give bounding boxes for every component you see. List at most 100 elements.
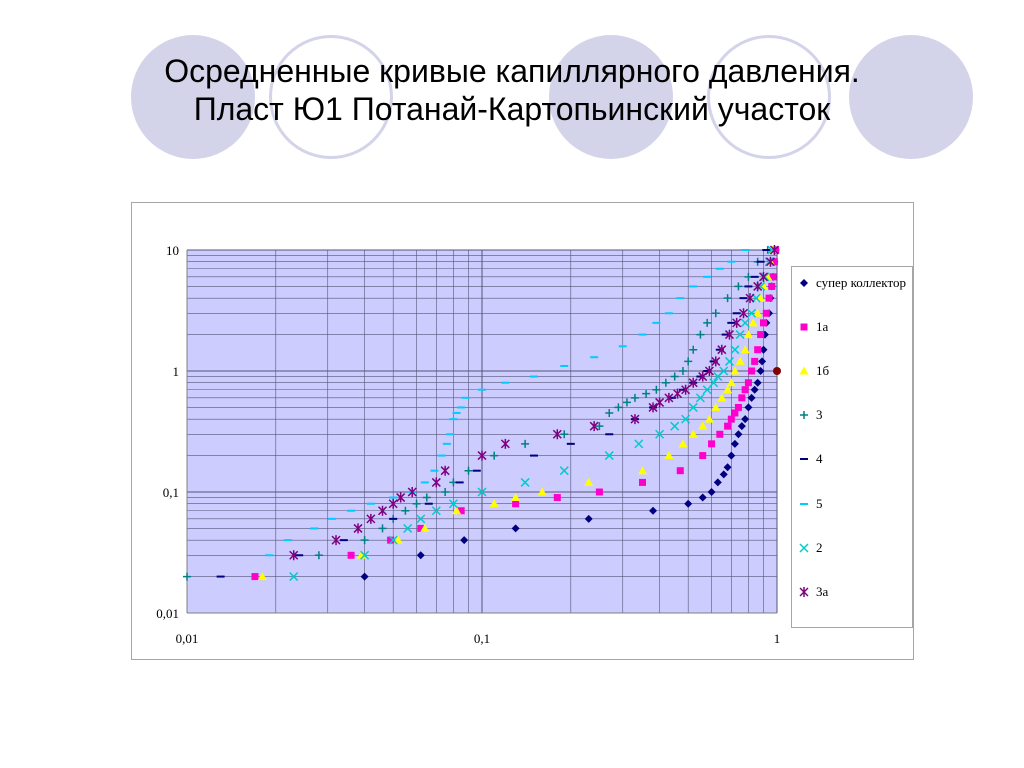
data-point (698, 421, 708, 430)
data-point (719, 470, 728, 479)
data-point (734, 403, 742, 411)
data-point (750, 385, 759, 394)
data-point (387, 536, 395, 544)
data-point (684, 357, 693, 366)
data-point (740, 345, 750, 354)
series-7 (289, 245, 777, 582)
data-point (753, 378, 762, 387)
data-point (751, 357, 759, 365)
data-point (772, 246, 780, 254)
data-point (740, 318, 750, 328)
data-point (684, 499, 693, 508)
data-point (769, 273, 777, 281)
data-point (732, 317, 742, 328)
data-point (768, 282, 776, 290)
data-point (670, 421, 680, 431)
data-point (744, 403, 753, 412)
data-point (770, 258, 778, 266)
y-tick-label: 10 (166, 243, 179, 258)
data-point (511, 524, 520, 533)
legend-marker-shape (800, 279, 808, 287)
legend-label: 2 (816, 540, 823, 555)
data-point (672, 388, 683, 399)
data-point (648, 402, 658, 413)
data-point (289, 550, 299, 561)
decor-ring-1 (269, 35, 393, 159)
slide-title: Осредненные кривые капиллярного давления… (40, 52, 984, 128)
data-point (416, 514, 426, 524)
data-point (730, 439, 739, 448)
data-point (377, 505, 388, 516)
legend-marker (799, 587, 809, 597)
decor-circle-1 (131, 35, 255, 159)
data-point (727, 451, 736, 460)
data-point (477, 487, 487, 497)
data-point (388, 498, 398, 509)
data-point (709, 378, 719, 388)
data-point (765, 294, 773, 302)
data-point (717, 393, 727, 402)
data-point (719, 366, 729, 376)
data-point (753, 308, 763, 317)
data-point (747, 308, 757, 318)
data-point (745, 293, 755, 304)
data-point (638, 466, 648, 475)
data-point (664, 451, 674, 460)
data-point (760, 319, 768, 327)
data-point (711, 356, 721, 367)
data-point (738, 394, 746, 402)
data-point (670, 372, 679, 381)
data-point (757, 331, 765, 339)
data-point (289, 572, 299, 582)
data-point (622, 398, 631, 407)
data-point (403, 523, 413, 533)
legend-marker (800, 411, 808, 419)
data-point (655, 429, 665, 439)
data-point (584, 514, 593, 523)
data-point (764, 257, 774, 267)
data-point (695, 393, 705, 403)
data-point (723, 294, 732, 303)
data-point (760, 272, 770, 282)
data-point (416, 551, 425, 560)
data-point (748, 367, 756, 375)
data-point (560, 430, 569, 439)
data-point (759, 345, 768, 354)
data-point (724, 356, 734, 366)
data-point (512, 500, 520, 508)
data-point (735, 330, 745, 340)
data-point (681, 414, 691, 424)
data-point (457, 507, 465, 515)
data-point (713, 478, 722, 487)
data-point (704, 414, 714, 423)
data-point (521, 439, 530, 448)
legend-marker (799, 543, 809, 553)
data-point (520, 477, 530, 487)
data-point (681, 384, 691, 395)
data-point (688, 429, 698, 438)
legend-label: супер коллектор (816, 275, 906, 290)
y-tick-label: 0,01 (156, 606, 179, 621)
data-point (251, 573, 259, 581)
data-point (490, 451, 499, 460)
data-point (748, 318, 758, 327)
data-point (711, 309, 720, 318)
data-point (758, 357, 767, 366)
legend-label: 1б (816, 363, 830, 378)
data-point (678, 439, 688, 448)
legend-marker (800, 323, 808, 331)
data-point (642, 389, 651, 398)
data-point (737, 422, 746, 431)
data-point (431, 506, 441, 516)
data-point (412, 499, 421, 508)
data-point (331, 535, 341, 546)
legend-marker (799, 366, 809, 375)
legend-label: 1а (816, 319, 829, 334)
data-point (730, 345, 740, 355)
data-point (661, 378, 670, 387)
data-point (726, 378, 736, 387)
data-point (703, 318, 712, 327)
data-point (738, 308, 749, 319)
data-point (741, 386, 749, 394)
